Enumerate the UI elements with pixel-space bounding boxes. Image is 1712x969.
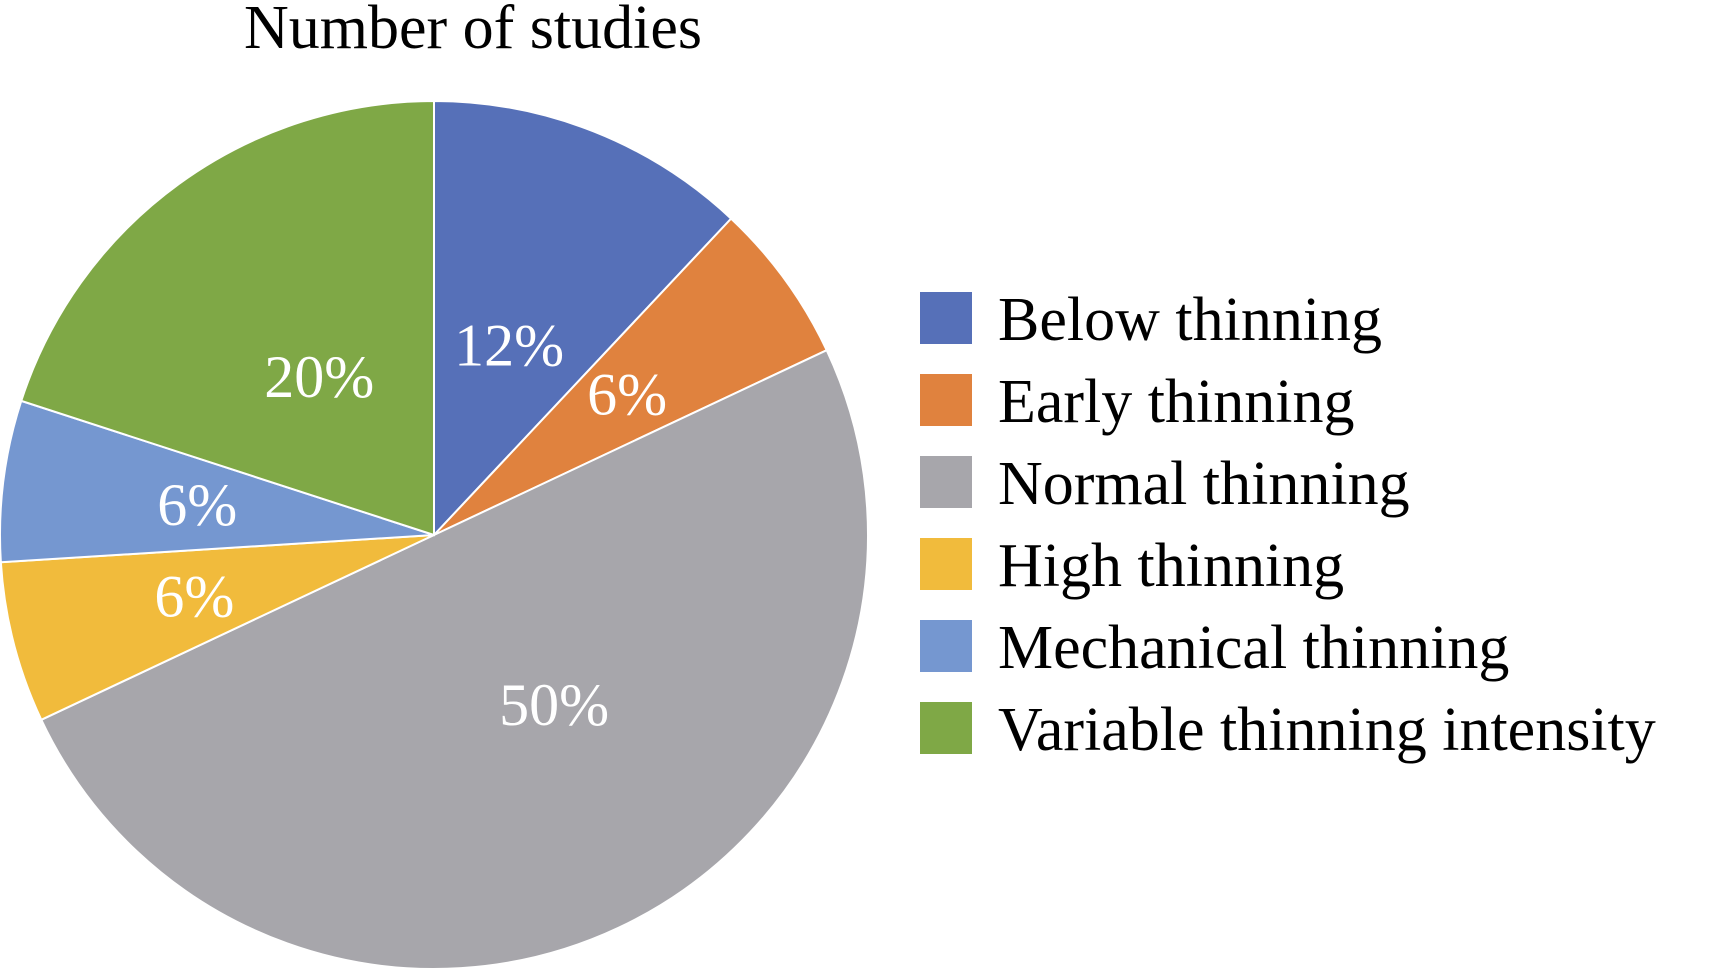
pie-slice-mechanical-thinning [0,399,435,564]
legend: Below thinning Early thinning Normal thinn… [920,286,1656,764]
legend-swatch-early-thinning [920,374,972,426]
slice-label-normal-thinning: 50% [499,672,609,738]
pie-slices [0,99,869,969]
legend-swatch-mechanical-thinning [920,620,972,672]
legend-label-variable-thinning-intensity: Variable thinning intensity [998,696,1656,764]
slice-label-early-thinning: 6% [587,362,667,428]
legend-swatch-high-thinning [920,538,972,590]
pie-slice-labels: 12% 6% 50% 6% 6% 20% [154,312,667,738]
legend-label-early-thinning: Early thinning [998,368,1354,436]
slice-label-variable-thinning-intensity: 20% [264,344,374,410]
legend-swatch-below-thinning [920,292,972,344]
pie-slice-high-thinning [0,534,435,722]
slice-label-mechanical-thinning: 6% [157,472,237,538]
legend-label-below-thinning: Below thinning [998,286,1382,354]
legend-label-high-thinning: High thinning [998,532,1344,600]
slice-label-high-thinning: 6% [154,564,234,630]
pie-slice-variable-thinning-intensity [19,99,435,537]
legend-label-normal-thinning: Normal thinning [998,450,1410,518]
slice-label-below-thinning: 12% [454,312,564,378]
legend-swatch-variable-thinning-intensity [920,702,972,754]
legend-swatch-normal-thinning [920,456,972,508]
legend-label-mechanical-thinning: Mechanical thinning [998,614,1509,682]
pie-slice-normal-thinning [39,348,869,969]
chart-title: Number of studies [244,0,702,62]
pie-slice-early-thinning [433,217,829,536]
pie-slice-below-thinning [433,99,733,538]
